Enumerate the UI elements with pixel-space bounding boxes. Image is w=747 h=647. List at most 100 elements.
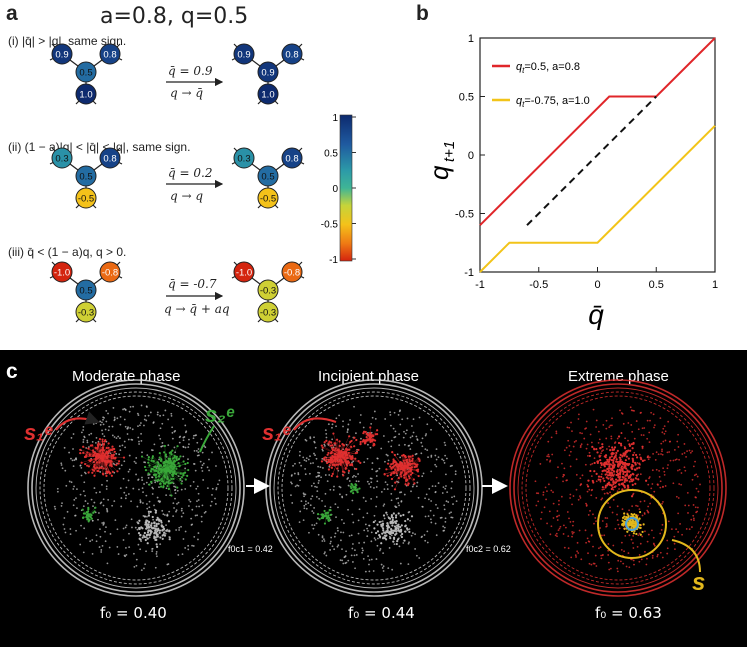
node-left <box>233 147 255 169</box>
case-ii-label: (ii) (1 − a)|q| < |q̄| < |q|, same sign. <box>8 140 191 154</box>
incipient-phase-title: Incipient phase <box>318 368 419 385</box>
case-iii-qbar: q̄ = -0.7 <box>168 277 217 291</box>
y-axis-label: q t+1 <box>424 141 458 180</box>
network-incipient <box>265 379 483 597</box>
colorbar-tick-label: 0.5 <box>324 149 338 160</box>
x-tick-label: 0 <box>594 279 600 291</box>
node-value-bottom: -0.5 <box>78 194 94 205</box>
case-iii-label: (iii) q̄ < (1 − a)q, q > 0. <box>8 245 127 259</box>
extreme-f0: f₀ = 0.63 <box>595 604 662 622</box>
case-3-before-network: -1.0 -0.8 -0.3 0.5 <box>49 261 123 323</box>
node-value-center: 0.5 <box>261 172 274 183</box>
node-value-left: -1.0 <box>54 268 70 279</box>
case-i-qbar: q̄ = 0.9 <box>168 64 213 78</box>
panel-c-letter: c <box>6 360 18 383</box>
panel-a-parameters: a=0.8, q=0.5 <box>100 4 249 29</box>
s-cluster-label: s <box>692 569 705 596</box>
node-bottom <box>75 83 97 105</box>
node-value-left: 0.9 <box>55 50 68 61</box>
network-moderate <box>27 379 245 597</box>
series-line-identity <box>526 95 657 226</box>
svg-text:t+1: t+1 <box>441 141 458 162</box>
extreme-phase-title: Extreme phase <box>568 368 669 385</box>
node-value-left: -1.0 <box>236 268 252 279</box>
colorbar-tick-label: 0 <box>332 184 338 195</box>
node-value-right: 0.8 <box>103 50 116 61</box>
case-1-after-network: 0.9 0.8 1.0 0.9 <box>231 43 305 105</box>
node-value-center: 0.5 <box>79 68 92 79</box>
colorbar-tick-label: 1 <box>332 113 338 124</box>
moderate-f0: f₀ = 0.40 <box>100 604 167 622</box>
y-tick-label: 1 <box>468 33 474 45</box>
node-value-right: -0.8 <box>102 268 118 279</box>
node-left <box>233 261 255 283</box>
panel-c-networks: s₁ᵉ s₂ᵉ s₁ᵉ s <box>24 379 727 597</box>
node-value-bottom: -0.3 <box>78 308 94 319</box>
colorbar-tick-label: -1 <box>329 255 338 266</box>
panel-b-chart: -1 -0.5 0 0.5 1 1 0.5 0 -0.5 -1 qt=0.5, a=0.8 qt=-… <box>424 33 718 330</box>
node-value-right: 0.8 <box>285 154 298 165</box>
case-2-after-network: 0.3 0.8 -0.5 0.5 <box>231 147 305 209</box>
node-left <box>51 43 73 65</box>
s1e-label-moderate: s₁ᵉ <box>24 420 53 445</box>
critical-fraction-2: f0c2 = 0.62 <box>466 544 511 554</box>
node-center <box>257 61 279 83</box>
case-i-label: (i) |q̄| > |q|, same sign. <box>8 34 127 48</box>
node-bottom <box>257 83 279 105</box>
node-left <box>51 261 73 283</box>
node-value-left: 0.9 <box>237 50 250 61</box>
panel-a-letter: a <box>6 2 18 25</box>
node-right <box>99 43 121 65</box>
node-center <box>257 165 279 187</box>
node-right <box>281 261 303 283</box>
y-tick-label: -0.5 <box>455 209 474 221</box>
x-axis-label: q̄ <box>588 299 604 330</box>
node-left <box>51 147 73 169</box>
case-i-update: q → q̄ <box>170 86 204 100</box>
x-tick-label: -0.5 <box>529 279 548 291</box>
x-tick-label: 0.5 <box>649 279 664 291</box>
node-value-bottom: 1.0 <box>261 90 274 101</box>
node-bottom <box>257 301 279 323</box>
node-center <box>75 61 97 83</box>
node-value-center: 0.9 <box>261 68 274 79</box>
node-value-left: 0.3 <box>55 154 68 165</box>
node-value-right: 0.8 <box>103 154 116 165</box>
node-value-right: 0.8 <box>285 50 298 61</box>
node-value-right: -0.8 <box>284 268 300 279</box>
node-bottom <box>75 187 97 209</box>
case-iii-update: q → q̄ + aq <box>164 302 230 316</box>
colorbar <box>339 114 353 262</box>
s2e-label: s₂ᵉ <box>205 402 235 427</box>
node-bottom <box>257 187 279 209</box>
critical-fraction-1: f0c1 = 0.42 <box>228 544 273 554</box>
s-cluster-ring <box>597 489 667 559</box>
node-value-left: 0.3 <box>237 154 250 165</box>
panel-a-networks: 0.9 0.81.00.50.9 0.81.00.90.3 0.8-0.50.50.3… <box>49 43 356 323</box>
y-tick-label: -1 <box>464 267 474 279</box>
node-left <box>233 43 255 65</box>
node-right <box>99 261 121 283</box>
case-ii-update: q → q <box>170 189 204 203</box>
case-2-before-network: 0.3 0.8 -0.5 0.5 <box>49 147 123 209</box>
node-center <box>257 279 279 301</box>
network-extreme <box>509 379 727 597</box>
series-line-q-t-0-5-a-0-8 <box>479 37 716 226</box>
node-value-center: -0.3 <box>260 286 276 297</box>
case-3-after-network: -1.0 -0.8 -0.3 -0.3 <box>231 261 305 323</box>
incipient-f0: f₀ = 0.44 <box>348 604 415 622</box>
x-tick-label: -1 <box>475 279 485 291</box>
node-center <box>75 279 97 301</box>
node-right <box>281 43 303 65</box>
node-right <box>99 147 121 169</box>
node-value-center: 0.5 <box>79 172 92 183</box>
legend-entry: qt=-0.75, a=1.0 <box>516 95 590 109</box>
node-center <box>75 165 97 187</box>
node-value-center: 0.5 <box>79 286 92 297</box>
panel-c-background <box>0 350 747 647</box>
svg-text:q: q <box>424 165 454 180</box>
series-line-q-t-0-75-a-1-0 <box>479 125 716 273</box>
panel-b-letter: b <box>416 2 429 25</box>
s1e-label-incipient: s₁ᵉ <box>262 420 291 445</box>
x-tick-label: 1 <box>712 279 718 291</box>
